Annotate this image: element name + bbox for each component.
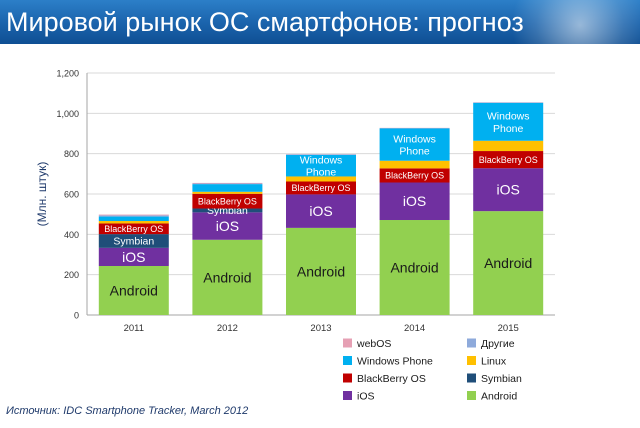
header-banner: Мировой рынок ОС смартфонов: прогноз: [0, 0, 640, 44]
bar-label-2013-windows-phone-line-2: Phone: [306, 167, 337, 179]
bar-label-2013-windows-phone-line-1: Windows: [300, 155, 343, 167]
x-tick-label-2011: 2011: [124, 323, 144, 334]
bar-2015-android: [473, 211, 544, 315]
bar-label-2015-windows-phone-line-1: Windows: [487, 111, 530, 123]
bar-label-2014-windows-phone-line-2: Phone: [399, 146, 430, 158]
y-tick-label-400: 400: [64, 230, 79, 240]
bar-label-2011-ios: iOS: [122, 249, 145, 265]
x-tick-label-2015: 2015: [498, 323, 519, 334]
legend-label-blackberry-os: BlackBerry OS: [357, 373, 426, 385]
y-tick-label-1200: 1,200: [56, 69, 79, 79]
bar-2011-другие: [98, 215, 169, 217]
bar-2012-ios: [192, 212, 263, 240]
legend-swatch-windows-phone: [343, 356, 352, 365]
x-tick-label-2013: 2013: [310, 323, 331, 334]
bar-label-2011-symbian: Symbian: [113, 236, 154, 248]
x-tick-label-2012: 2012: [217, 323, 238, 334]
bar-2012-другие: [192, 183, 263, 185]
bar-label-2011-blackberry-os: BlackBerry OS: [104, 224, 163, 234]
legend-label-другие: Другие: [481, 338, 515, 350]
bar-2014-linux: [379, 160, 450, 169]
legend: webOS Другие Windows Phone Linux BlackBerry …: [343, 338, 522, 403]
source-note: Источник: IDC Smartphone Tracker, March …: [6, 405, 249, 417]
bar-2011-ios: [98, 247, 169, 266]
bar-2013-blackberry-os: [286, 181, 356, 195]
bar-label-2013-ios: iOS: [309, 203, 332, 219]
bar-2013-ios: [286, 194, 356, 228]
bar-2012-blackberry-os: [192, 193, 263, 209]
bar-2011-windows-phone: [98, 216, 169, 222]
bar-2013-windows-phone: [286, 154, 356, 177]
legend-label-android: Android: [481, 391, 517, 403]
bar-label-2015-ios: iOS: [497, 182, 520, 198]
legend-label-windows-phone: Windows Phone: [357, 356, 433, 368]
bar-label-2014-ios: iOS: [403, 193, 426, 209]
legend-swatch-ios: [343, 391, 352, 400]
bar-2013-другие: [286, 154, 356, 155]
bar-2012-windows-phone: [192, 184, 263, 192]
bar-2015-blackberry-os: [473, 151, 544, 169]
legend-swatch-другие: [467, 338, 476, 348]
legend-label-symbian: Symbian: [481, 373, 522, 385]
bar-2015-ios: [473, 168, 544, 212]
bar-2013-android: [286, 227, 356, 315]
legend-swatch-symbian: [467, 373, 476, 383]
legend-label-linux: Linux: [481, 356, 507, 368]
bar-label-2012-blackberry-os: BlackBerry OS: [198, 196, 257, 206]
bar-label-2012-ios: iOS: [216, 218, 239, 234]
y-tick-label-0: 0: [74, 311, 79, 321]
legend-swatch-blackberry-os: [343, 373, 352, 383]
page-title: Мировой рынок ОС смартфонов: прогноз: [6, 7, 524, 37]
bar-2014-ios: [379, 182, 450, 221]
bar-2012-linux: [192, 191, 263, 194]
bar-label-2015-blackberry-os: BlackBerry OS: [479, 155, 538, 165]
legend-swatch-android: [467, 391, 476, 400]
legend-label-webos: webOS: [356, 338, 391, 350]
bar-2012-webos: [192, 182, 263, 184]
bar-2014-blackberry-os: [379, 168, 450, 183]
y-tick-label-200: 200: [64, 270, 79, 280]
bar-2011-blackberry-os: [98, 223, 169, 235]
bar-label-2014-android: Android: [390, 259, 438, 275]
y-tick-label-800: 800: [64, 149, 79, 159]
legend-label-ios: iOS: [357, 391, 375, 403]
bar-label-2013-blackberry-os: BlackBerry OS: [291, 183, 350, 193]
header-glow-decoration: [500, 0, 640, 44]
bar-label-2014-windows-phone-line-1: Windows: [393, 133, 436, 145]
bar-2013-linux: [286, 176, 356, 182]
bar-2014-android: [379, 220, 450, 315]
bar-label-2011-android: Android: [110, 282, 158, 298]
bar-2011-symbian: [98, 234, 169, 248]
bar-2012-symbian: [192, 208, 263, 213]
bar-2014-windows-phone: [379, 128, 450, 161]
bar-label-2012-android: Android: [203, 269, 251, 285]
bar-2015-windows-phone: [473, 102, 544, 141]
bar-label-2015-windows-phone-line-2: Phone: [493, 123, 524, 135]
bar-2012-android: [192, 239, 263, 315]
bar-label-2014-blackberry-os: BlackBerry OS: [385, 171, 444, 181]
bar-2011-webos: [98, 214, 169, 216]
bar-label-2015-android: Android: [484, 255, 532, 271]
y-axis-label: (Млн. штук): [35, 162, 49, 227]
x-tick-label-2014: 2014: [404, 323, 425, 334]
y-tick-label-600: 600: [64, 190, 79, 200]
legend-swatch-webos: [343, 338, 352, 348]
y-tick-label-1000: 1,000: [56, 109, 79, 119]
bar-2011-linux: [98, 221, 169, 224]
bar-2011-android: [98, 265, 169, 315]
legend-swatch-linux: [467, 356, 476, 365]
bar-label-2013-android: Android: [297, 263, 345, 279]
bar-2015-linux: [473, 140, 544, 152]
